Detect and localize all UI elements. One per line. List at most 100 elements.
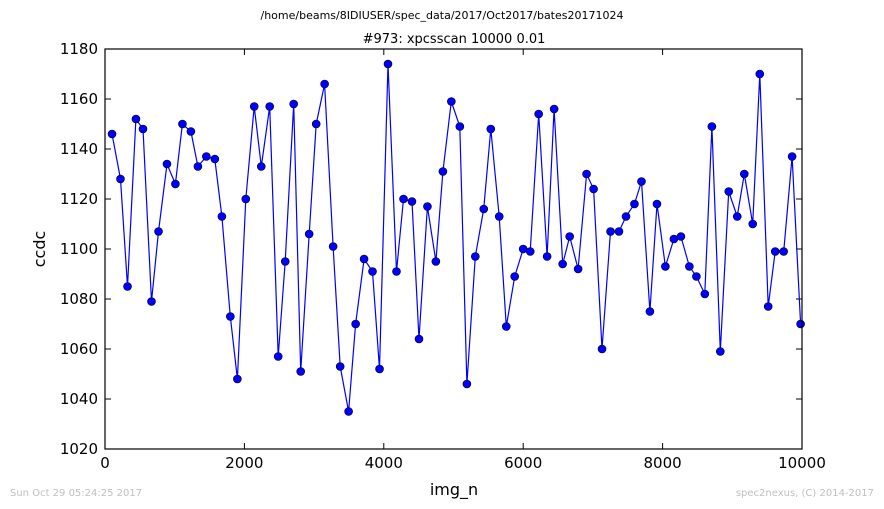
data-point (241, 194, 251, 204)
data-point (724, 187, 734, 196)
y-axis-label: ccdc (30, 231, 49, 268)
data-point (565, 232, 574, 241)
data-point (273, 352, 283, 361)
data-point (407, 197, 417, 206)
data-point (471, 252, 480, 261)
data-point (510, 272, 519, 281)
data-point (256, 162, 266, 171)
figure-suptitle: /home/beams/8IDIUSER/spec_data/2017/Oct2… (260, 9, 624, 22)
data-point (661, 262, 670, 271)
chart-title: #973: xpcsscan 10000 0.01 (363, 32, 546, 47)
data-point (558, 259, 567, 269)
data-point (685, 262, 694, 271)
data-point (147, 297, 156, 306)
data-point (226, 312, 235, 321)
data-point (328, 242, 338, 251)
data-point (716, 347, 725, 356)
data-point (186, 127, 196, 136)
series-line (111, 63, 802, 412)
data-point (770, 247, 780, 256)
data-point (280, 257, 290, 266)
data-point (692, 272, 701, 281)
data-point (193, 162, 203, 171)
y-tick-label: 1100 (60, 240, 98, 258)
y-tick-label: 1020 (60, 440, 98, 458)
y-tick-label: 1180 (60, 40, 98, 58)
data-point (296, 367, 306, 376)
data-point (630, 199, 639, 209)
x-tick-label: 8000 (644, 454, 682, 472)
y-tick-label: 1140 (60, 140, 98, 158)
data-point (265, 102, 275, 111)
data-point (455, 122, 465, 131)
x-tick-label: 0 (100, 454, 110, 472)
data-point (763, 302, 773, 311)
data-point (486, 124, 496, 134)
data-point (375, 364, 384, 374)
data-point (217, 212, 227, 221)
data-point (162, 159, 172, 169)
data-point (233, 374, 242, 384)
data-point (606, 227, 615, 236)
data-point (597, 344, 607, 354)
data-point (779, 247, 788, 256)
data-point (171, 179, 180, 189)
data-point (249, 102, 259, 111)
data-point (755, 69, 765, 79)
data-point (131, 114, 141, 124)
data-point (534, 109, 543, 119)
y-tick-label: 1060 (60, 340, 98, 358)
data-point (344, 407, 353, 416)
data-point (438, 167, 448, 176)
data-point (399, 194, 408, 204)
data-point (542, 252, 552, 261)
data-point (383, 59, 393, 69)
data-point (573, 264, 583, 274)
data-point (431, 257, 441, 266)
data-point (700, 289, 710, 299)
plot-frame (104, 48, 803, 450)
data-point (707, 122, 717, 131)
data-point (116, 174, 125, 184)
y-tick-label: 1120 (60, 190, 98, 208)
data-point (423, 202, 432, 211)
data-point (637, 177, 646, 186)
data-point (447, 97, 456, 106)
data-point (392, 267, 401, 276)
data-point (582, 169, 591, 179)
data-point (549, 104, 559, 114)
data-point (351, 319, 360, 329)
data-point (645, 307, 655, 316)
data-point (462, 379, 472, 389)
data-point (304, 229, 314, 239)
data-point (107, 129, 117, 139)
data-point (154, 227, 163, 236)
data-point (335, 362, 345, 371)
data-point (210, 154, 220, 164)
x-tick-label: 10000 (778, 454, 826, 472)
data-point (479, 204, 489, 214)
data-point (676, 232, 686, 241)
data-point (289, 99, 298, 109)
data-point (138, 124, 148, 134)
data-point (501, 322, 511, 331)
footer-credit: spec2nexus, (C) 2014-2017 (735, 488, 874, 499)
data-point (748, 219, 758, 229)
y-tick-label: 1080 (60, 290, 98, 308)
data-point (123, 282, 132, 291)
data-point (652, 199, 662, 209)
data-point (732, 212, 742, 221)
data-point (525, 247, 535, 256)
data-point (359, 254, 369, 264)
data-point (311, 119, 321, 129)
y-tick-label: 1160 (60, 90, 98, 108)
x-tick-label: 4000 (365, 454, 403, 472)
data-point (178, 119, 187, 129)
data-point (202, 152, 211, 161)
data-point (589, 184, 598, 194)
data-point (796, 319, 805, 329)
data-point (614, 227, 624, 236)
data-point (368, 267, 377, 276)
data-point (320, 79, 329, 89)
